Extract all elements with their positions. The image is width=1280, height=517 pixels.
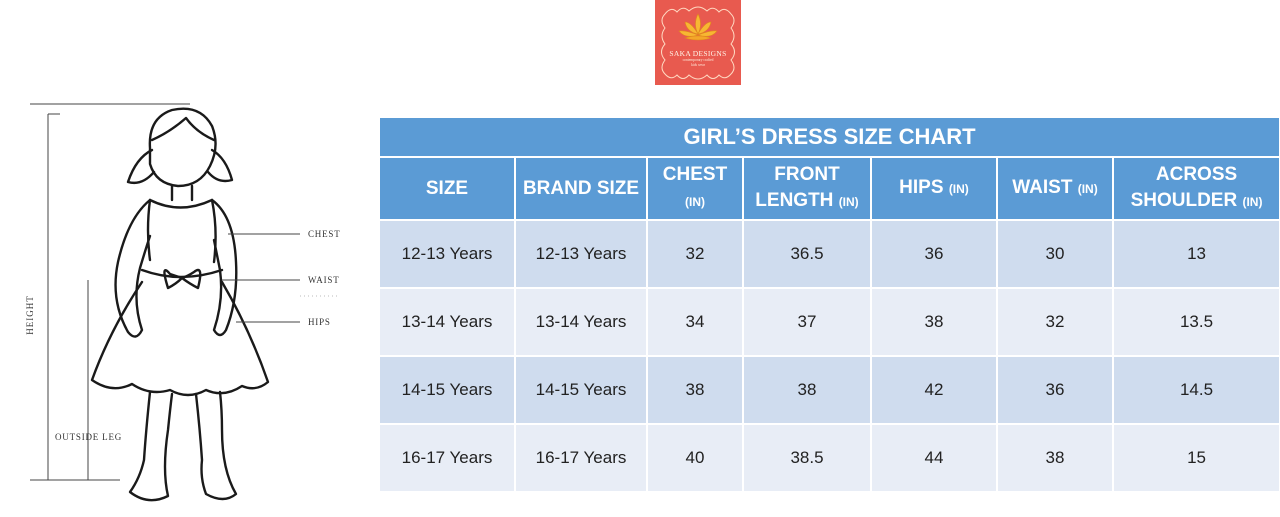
table-title: GIRL’S DRESS SIZE CHART [380, 118, 1280, 156]
hair-bangs [150, 116, 216, 142]
cell-waist: 32 [998, 289, 1112, 355]
height-label: HEIGHT [25, 295, 35, 335]
head-outline [148, 107, 217, 188]
cell-brand-size: 14-15 Years [516, 357, 646, 423]
size-chart-table: GIRL’S DRESS SIZE CHART SIZE BRAND SIZE … [378, 116, 1280, 493]
col-header-chest: CHEST (IN) [648, 158, 742, 219]
logo-tagline-2: kids wear [691, 63, 705, 67]
cell-waist: 38 [998, 425, 1112, 491]
cell-front-length: 37 [744, 289, 870, 355]
header-row: SIZE BRAND SIZE CHEST (IN) FRONT LENGTH … [380, 158, 1280, 219]
right-arm [210, 198, 238, 337]
cell-hips: 36 [872, 221, 996, 287]
cell-front-length: 36.5 [744, 221, 870, 287]
skirt [90, 280, 270, 397]
table-row: 16-17 Years 16-17 Years 40 38.5 44 38 15 [380, 425, 1280, 491]
table-row: 14-15 Years 14-15 Years 38 38 42 36 14.5 [380, 357, 1280, 423]
cell-size: 14-15 Years [380, 357, 514, 423]
cell-hips: 42 [872, 357, 996, 423]
cell-waist: 30 [998, 221, 1112, 287]
col-header-hips: HIPS (IN) [872, 158, 996, 219]
cell-front-length: 38 [744, 357, 870, 423]
col-header-across-shoulder: ACROSS SHOULDER (IN) [1114, 158, 1280, 219]
col-header-size: SIZE [380, 158, 514, 219]
logo-tagline: contemporary crafted [682, 58, 714, 62]
outside-leg-label: OUTSIDE LEG [55, 432, 123, 442]
col-header-label: BRAND SIZE [522, 177, 640, 199]
col-header-unit: (IN) [838, 195, 859, 209]
col-header-label: HIPS [899, 177, 944, 198]
cell-brand-size: 12-13 Years [516, 221, 646, 287]
col-header-unit: (IN) [1077, 182, 1098, 196]
chest-label: CHEST [308, 229, 341, 239]
cell-size: 16-17 Years [380, 425, 514, 491]
dress-bodice [146, 198, 217, 264]
left-pigtail [126, 148, 156, 185]
cell-chest: 40 [648, 425, 742, 491]
cell-chest: 34 [648, 289, 742, 355]
lotus-frame-icon [661, 6, 735, 80]
waist-band [140, 268, 224, 279]
col-header-label: SIZE [425, 177, 469, 199]
col-header-unit: (IN) [685, 195, 705, 209]
left-leg [128, 390, 174, 502]
cell-chest: 32 [648, 221, 742, 287]
table-row: 13-14 Years 13-14 Years 34 37 38 32 13.5 [380, 289, 1280, 355]
col-header-front-length: FRONT LENGTH (IN) [744, 158, 870, 219]
col-header-label: FRONT LENGTH [755, 164, 840, 211]
logo-brand-name: SAKA DESIGNS [669, 49, 727, 58]
hips-label: HIPS [308, 317, 331, 327]
cell-front-length: 38.5 [744, 425, 870, 491]
cell-brand-size: 16-17 Years [516, 425, 646, 491]
left-arm [114, 198, 152, 338]
girl-measurement-figure [30, 103, 340, 502]
cell-hips: 44 [872, 425, 996, 491]
cell-across-shoulder: 13 [1114, 221, 1280, 287]
cell-size: 12-13 Years [380, 221, 514, 287]
col-header-label: ACROSS SHOULDER [1130, 164, 1238, 211]
col-header-label: WAIST [1012, 177, 1073, 198]
col-header-unit: (IN) [948, 182, 969, 196]
waist-label: WAIST [308, 275, 340, 285]
table-row: 12-13 Years 12-13 Years 32 36.5 36 30 13 [380, 221, 1280, 287]
bow [163, 268, 202, 290]
cell-across-shoulder: 14.5 [1114, 357, 1280, 423]
cell-waist: 36 [998, 357, 1112, 423]
cell-size: 13-14 Years [380, 289, 514, 355]
cell-brand-size: 13-14 Years [516, 289, 646, 355]
cell-across-shoulder: 15 [1114, 425, 1280, 491]
col-header-unit: (IN) [1242, 195, 1263, 209]
col-header-label: CHEST [662, 164, 728, 185]
col-header-brand-size: BRAND SIZE [516, 158, 646, 219]
right-pigtail [206, 148, 234, 183]
cell-chest: 38 [648, 357, 742, 423]
right-leg [194, 390, 238, 501]
brand-logo: SAKA DESIGNS contemporary crafted kids w… [655, 0, 741, 85]
col-header-waist: WAIST (IN) [998, 158, 1112, 219]
cell-across-shoulder: 13.5 [1114, 289, 1280, 355]
cell-hips: 38 [872, 289, 996, 355]
